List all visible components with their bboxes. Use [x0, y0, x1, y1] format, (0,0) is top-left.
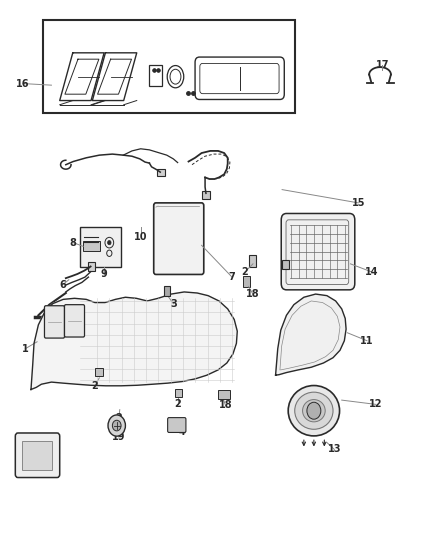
Text: 16: 16 [16, 78, 30, 88]
Text: 19: 19 [112, 432, 126, 442]
Polygon shape [31, 292, 237, 390]
Ellipse shape [295, 392, 333, 429]
Text: 18: 18 [246, 289, 260, 299]
Text: 14: 14 [364, 267, 378, 277]
FancyBboxPatch shape [64, 305, 85, 337]
Bar [164, 286, 170, 296]
Circle shape [307, 402, 321, 419]
Circle shape [113, 420, 121, 431]
Bar [22, 441, 52, 470]
Text: 8: 8 [70, 238, 77, 248]
Text: 17: 17 [375, 60, 389, 70]
Polygon shape [276, 294, 346, 375]
Circle shape [108, 415, 125, 436]
Bar [244, 276, 250, 287]
Bar [157, 169, 165, 176]
Bar [43, 20, 295, 113]
Bar [95, 368, 103, 376]
Text: 7: 7 [229, 272, 236, 282]
Text: 1: 1 [22, 344, 29, 354]
Ellipse shape [288, 385, 339, 436]
Bar [249, 255, 256, 266]
Text: 3: 3 [170, 298, 177, 309]
Bar [218, 390, 230, 399]
Bar [80, 227, 121, 266]
Text: 2: 2 [242, 267, 248, 277]
Text: 13: 13 [328, 445, 341, 455]
Text: 6: 6 [59, 280, 66, 290]
Bar [282, 260, 289, 269]
FancyBboxPatch shape [154, 203, 204, 274]
Text: 2: 2 [116, 413, 122, 423]
Text: 15: 15 [352, 198, 365, 208]
FancyBboxPatch shape [168, 418, 186, 432]
Text: 18: 18 [219, 400, 232, 410]
Bar [88, 262, 95, 271]
Text: 11: 11 [360, 336, 374, 346]
Text: 10: 10 [134, 232, 148, 243]
Ellipse shape [303, 400, 325, 422]
Bar [83, 241, 100, 251]
Bar [175, 389, 183, 397]
Bar [201, 191, 210, 199]
Text: 2: 2 [174, 399, 181, 409]
Text: 9: 9 [100, 270, 107, 279]
Text: 12: 12 [369, 399, 382, 409]
FancyBboxPatch shape [15, 433, 60, 478]
Text: 5: 5 [37, 463, 44, 473]
Text: 4: 4 [179, 427, 185, 437]
Text: 2: 2 [92, 381, 99, 391]
FancyBboxPatch shape [281, 214, 355, 290]
FancyBboxPatch shape [45, 306, 64, 338]
Bar [149, 65, 162, 86]
Circle shape [108, 240, 111, 245]
